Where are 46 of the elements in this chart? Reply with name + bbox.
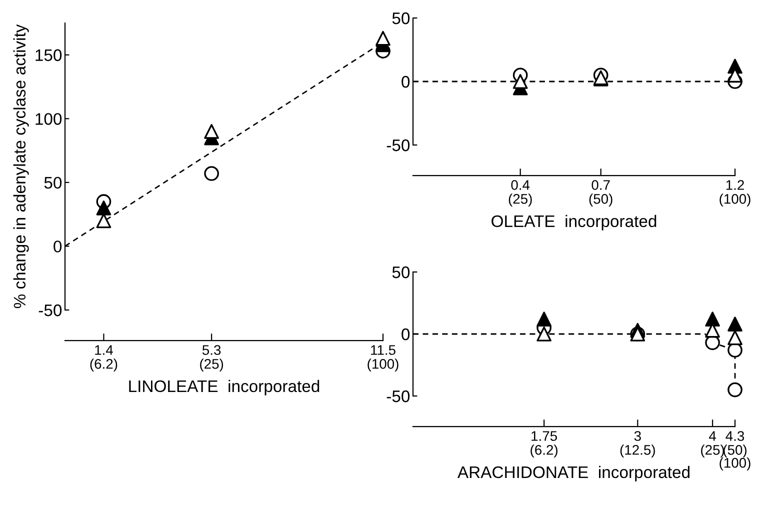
point <box>96 213 112 228</box>
y-tick-label: 50 <box>392 266 410 278</box>
x-tick-label: 1.75 <box>532 431 557 441</box>
y-tick-label: 100 <box>36 113 62 125</box>
x-tick-label: 4 <box>708 431 716 441</box>
y-axis-title: % change in adenylate cyclase activity <box>13 24 29 308</box>
x-tick-label: 5.3 <box>202 345 221 355</box>
text: (25) <box>508 194 532 207</box>
y-tick-label: -50 <box>386 139 410 152</box>
point <box>96 200 112 216</box>
text: (6.2) <box>90 358 118 372</box>
text: (100) <box>720 194 750 207</box>
point <box>536 312 552 327</box>
text: (50) <box>589 194 612 207</box>
x-tick-label: 3 <box>634 431 641 441</box>
x-tick-label: 11.5 <box>371 345 396 355</box>
text: (6.2) <box>530 444 558 458</box>
point <box>705 312 720 327</box>
point <box>204 166 219 181</box>
x-axis-title: ARACHIDONATE incorporated <box>457 466 690 482</box>
text: (25) <box>701 444 724 458</box>
y-tick-label: 150 <box>36 49 62 62</box>
x-axis-title: OLEATE incorporated <box>492 214 656 230</box>
y-tick-label: 50 <box>44 176 62 189</box>
x-axis-title: LINOLEATE incorporated <box>129 380 320 396</box>
point <box>512 74 528 89</box>
x-tick-label: 0.7 <box>592 180 610 190</box>
y-tick-label: 50 <box>392 12 410 24</box>
point <box>204 124 219 139</box>
x-tick-label: 4.3 <box>726 431 744 441</box>
y-tick-label: -50 <box>386 390 410 402</box>
point <box>728 330 742 346</box>
x-tick-label: 0.4 <box>511 180 530 190</box>
text: (25) <box>200 358 224 372</box>
y-tick-label: 0 <box>402 76 410 88</box>
y-tick-label: 0 <box>402 328 410 340</box>
point <box>728 316 742 332</box>
x-tick-label: 1.2 <box>726 180 744 190</box>
point <box>536 326 552 342</box>
point <box>376 30 390 46</box>
y-tick-label: 0 <box>54 240 62 252</box>
text: (12.5) <box>620 444 655 458</box>
x-tick-label: 1.4 <box>95 345 113 355</box>
point <box>728 382 742 398</box>
text: (100) <box>368 358 398 372</box>
y-tick-label: -50 <box>38 304 62 316</box>
